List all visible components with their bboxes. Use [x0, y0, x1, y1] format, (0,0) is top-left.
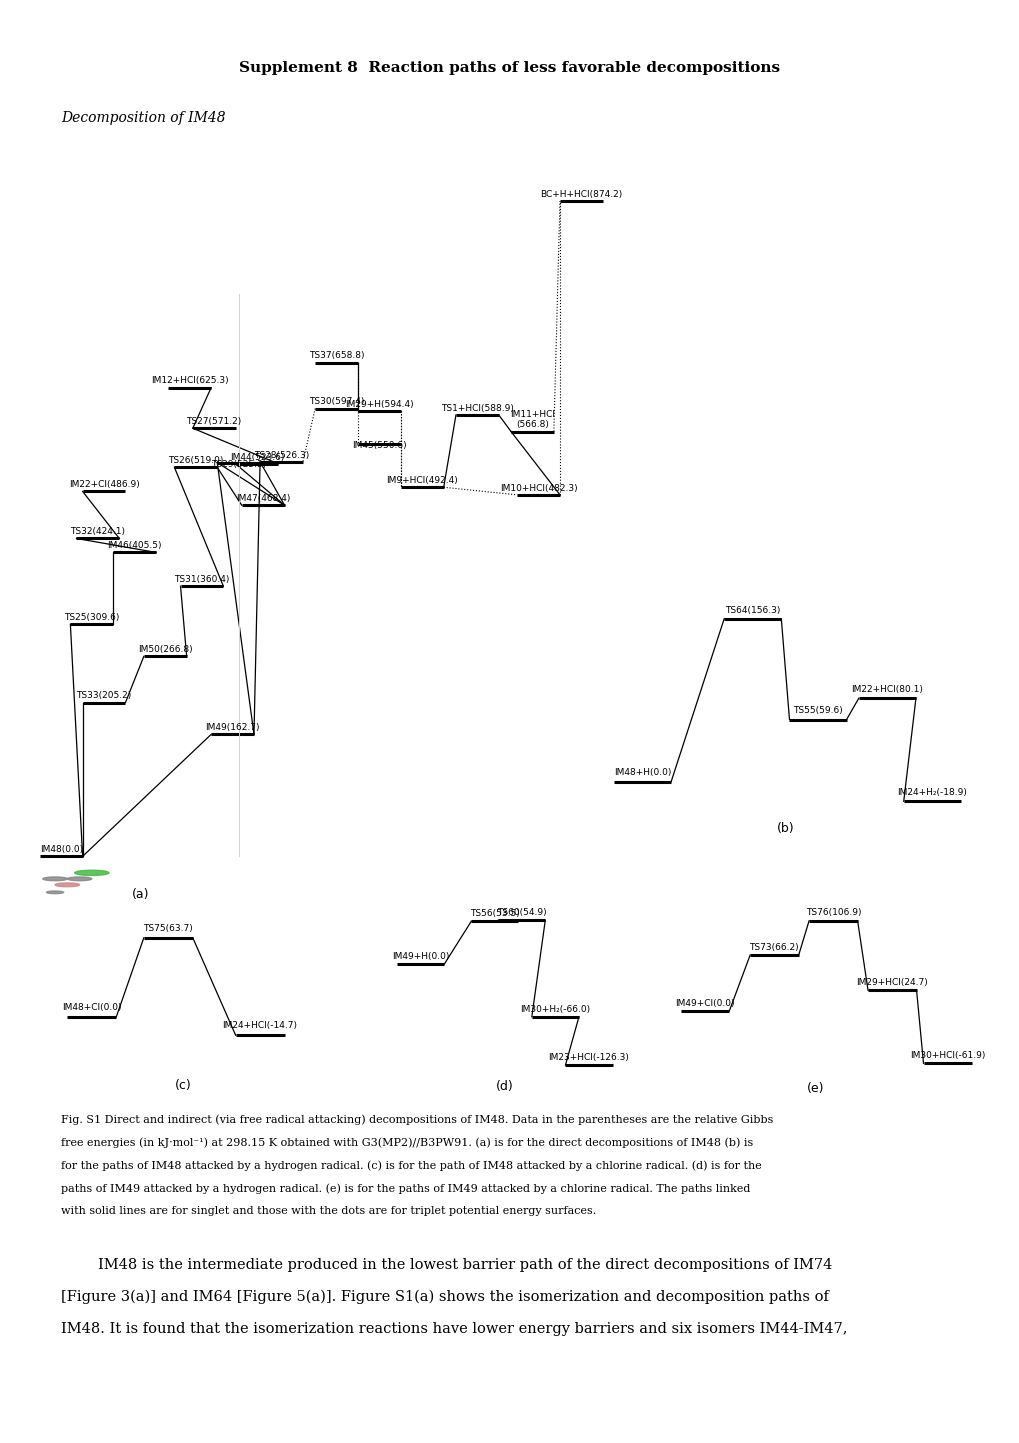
Text: TS75(63.7): TS75(63.7) — [144, 924, 193, 932]
Text: IM29+HCl(24.7): IM29+HCl(24.7) — [856, 978, 927, 987]
Text: TS33(205.2): TS33(205.2) — [76, 691, 131, 700]
Text: IM24+H₂(-18.9): IM24+H₂(-18.9) — [897, 788, 966, 797]
Text: IM47(468.4): IM47(468.4) — [235, 494, 290, 504]
Text: IM48+Cl(0.0): IM48+Cl(0.0) — [62, 1003, 121, 1012]
Text: IM30+H₂(-66.0): IM30+H₂(-66.0) — [520, 1004, 590, 1013]
Text: TS73(66.2): TS73(66.2) — [749, 942, 799, 952]
Ellipse shape — [67, 877, 92, 880]
Text: IM11+HCl
(566.8): IM11+HCl (566.8) — [510, 410, 554, 429]
Text: IM30+HCl(-61.9): IM30+HCl(-61.9) — [909, 1051, 984, 1061]
Text: TS56(53.5): TS56(53.5) — [470, 909, 519, 918]
Text: TS28(526.3): TS28(526.3) — [254, 450, 309, 460]
Text: TS27(571.2): TS27(571.2) — [186, 417, 242, 426]
Text: paths of IM49 attacked by a hydrogen radical. (e) is for the paths of IM49 attac: paths of IM49 attacked by a hydrogen rad… — [61, 1183, 750, 1193]
Text: IM23+HCl(-126.3): IM23+HCl(-126.3) — [548, 1053, 629, 1062]
Text: IM10+HCl(482.3): IM10+HCl(482.3) — [499, 483, 577, 492]
Text: IM49+H(0.0): IM49+H(0.0) — [391, 952, 449, 961]
Ellipse shape — [55, 883, 79, 886]
Text: (a): (a) — [131, 887, 150, 900]
Text: IM46(405.5): IM46(405.5) — [107, 541, 162, 550]
Ellipse shape — [43, 877, 67, 880]
Text: TS31(360.4): TS31(360.4) — [174, 574, 229, 584]
Text: Supplement 8  Reaction paths of less favorable decompositions: Supplement 8 Reaction paths of less favo… — [239, 61, 780, 75]
Text: IM44(523.6): IM44(523.6) — [229, 453, 284, 462]
Text: IM12+HCl(625.3): IM12+HCl(625.3) — [151, 377, 228, 385]
Ellipse shape — [47, 890, 63, 893]
Text: BC+H+HCl(874.2): BC+H+HCl(874.2) — [540, 190, 622, 199]
Text: (c): (c) — [175, 1079, 192, 1092]
Text: [Figure 3(a)] and IM64 [Figure 5(a)]. Figure S1(a) shows the isomerization and d: [Figure 3(a)] and IM64 [Figure 5(a)]. Fi… — [61, 1290, 828, 1304]
Text: IM9+HCl(492.4): IM9+HCl(492.4) — [386, 476, 458, 485]
Text: TS37(658.8): TS37(658.8) — [309, 351, 364, 361]
Text: for the paths of IM48 attacked by a hydrogen radical. (c) is for the path of IM4: for the paths of IM48 attacked by a hydr… — [61, 1160, 761, 1170]
Text: TS64(156.3): TS64(156.3) — [725, 606, 780, 615]
Text: TS30(597.4): TS30(597.4) — [309, 397, 364, 407]
Text: Fig. S1 Direct and indirect (via free radical attacking) decompositions of IM48.: Fig. S1 Direct and indirect (via free ra… — [61, 1114, 772, 1124]
Text: IM49+Cl(0.0): IM49+Cl(0.0) — [675, 999, 734, 1007]
Text: (d): (d) — [495, 1081, 514, 1094]
Text: IM48. It is found that the isomerization reactions have lower energy barriers an: IM48. It is found that the isomerization… — [61, 1322, 847, 1336]
Text: IM24+HCl(-14.7): IM24+HCl(-14.7) — [222, 1022, 298, 1030]
Text: (b): (b) — [775, 821, 794, 834]
Text: TS26(519.0): TS26(519.0) — [168, 456, 223, 465]
Text: IM49(162.7): IM49(162.7) — [205, 723, 260, 732]
Text: TS1+HCl(588.9): TS1+HCl(588.9) — [440, 404, 514, 413]
Text: with solid lines are for singlet and those with the dots are for triplet potenti: with solid lines are for singlet and tho… — [61, 1206, 596, 1216]
Text: IM48 is the intermediate produced in the lowest barrier path of the direct decom: IM48 is the intermediate produced in the… — [61, 1258, 832, 1273]
Text: free energies (in kJ·mol⁻¹) at 298.15 K obtained with G3(MP2)//B3PW91. (a) is fo: free energies (in kJ·mol⁻¹) at 298.15 K … — [61, 1137, 753, 1147]
Text: IM48(0.0): IM48(0.0) — [40, 846, 83, 854]
Text: IM50(266.8): IM50(266.8) — [138, 645, 193, 654]
Ellipse shape — [74, 870, 109, 876]
Text: (e): (e) — [806, 1082, 824, 1095]
Text: IM29+H(594.4): IM29+H(594.4) — [344, 400, 414, 408]
Text: TS25(309.6): TS25(309.6) — [64, 613, 119, 622]
Text: TS29(525.3): TS29(525.3) — [211, 460, 266, 469]
Text: TS55(59.6): TS55(59.6) — [793, 706, 842, 716]
Text: TS60(54.9): TS60(54.9) — [496, 908, 546, 918]
Text: TS32(424.1): TS32(424.1) — [70, 527, 125, 537]
Text: IM48+H(0.0): IM48+H(0.0) — [613, 769, 671, 778]
Text: Decomposition of IM48: Decomposition of IM48 — [61, 111, 225, 126]
Text: TS76(106.9): TS76(106.9) — [805, 909, 860, 918]
Text: IM22+Cl(486.9): IM22+Cl(486.9) — [68, 481, 140, 489]
Text: IM22+HCl(80.1): IM22+HCl(80.1) — [851, 685, 922, 694]
Text: IM45(550.6): IM45(550.6) — [352, 442, 407, 450]
